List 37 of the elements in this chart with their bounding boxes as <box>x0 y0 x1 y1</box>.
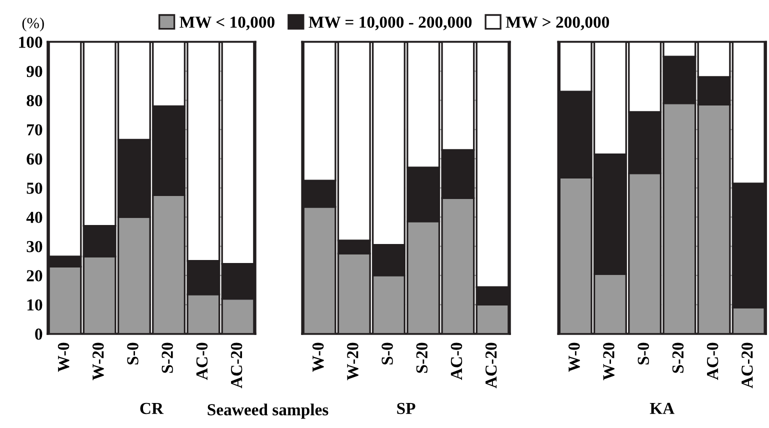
x-tick-label: AC-20 <box>485 342 497 388</box>
y-tick-label: 60 <box>26 153 42 165</box>
y-axis-title: (%) <box>22 18 44 32</box>
x-tick-label: AC-0 <box>706 342 718 380</box>
x-axis-title: SP <box>397 402 416 414</box>
x-tick-label: W-20 <box>347 342 358 380</box>
x-tick-label: S-20 <box>416 342 428 373</box>
y-tick-label: 30 <box>26 240 42 252</box>
x-tick-label: W-20 <box>92 342 104 380</box>
x-tick-label: W-20 <box>603 342 614 380</box>
x-tick-label: AC-0 <box>196 342 208 380</box>
x-tick-label: W-0 <box>568 342 580 372</box>
x-axis-title: CR <box>140 402 164 414</box>
x-tick-label: AC-20 <box>230 342 242 388</box>
y-tick-label: 90 <box>26 66 42 78</box>
y-tick-label: 20 <box>26 270 42 282</box>
x-tick-label: S-0 <box>382 342 393 364</box>
x-tick-label: W-0 <box>58 342 70 372</box>
y-tick-label: 100 <box>19 36 42 48</box>
x-tick-label: AC-0 <box>450 342 462 380</box>
x-tick-label: S-0 <box>127 342 138 364</box>
legend-label: MW < 10,000 <box>180 16 274 30</box>
x-tick-label: AC-20 <box>742 342 753 388</box>
y-tick-label: 0 <box>35 328 42 340</box>
text: Seaweed samples <box>208 404 328 419</box>
x-axis-title: KA <box>650 402 674 414</box>
legend-label: MW > 200,000 <box>506 16 610 30</box>
y-tick-label: 50 <box>26 182 42 194</box>
x-tick-label: S-0 <box>638 342 649 364</box>
y-tick-label: 40 <box>26 212 42 224</box>
x-tick-label: W-0 <box>312 342 324 372</box>
legend-label: MW = 10,000 - 200,000 <box>308 16 472 30</box>
y-tick-label: 10 <box>27 299 42 311</box>
x-tick-label: S-20 <box>162 342 173 373</box>
y-tick-label: 70 <box>27 124 42 136</box>
x-tick-label: S-20 <box>672 342 684 373</box>
y-tick-label: 80 <box>26 95 42 106</box>
